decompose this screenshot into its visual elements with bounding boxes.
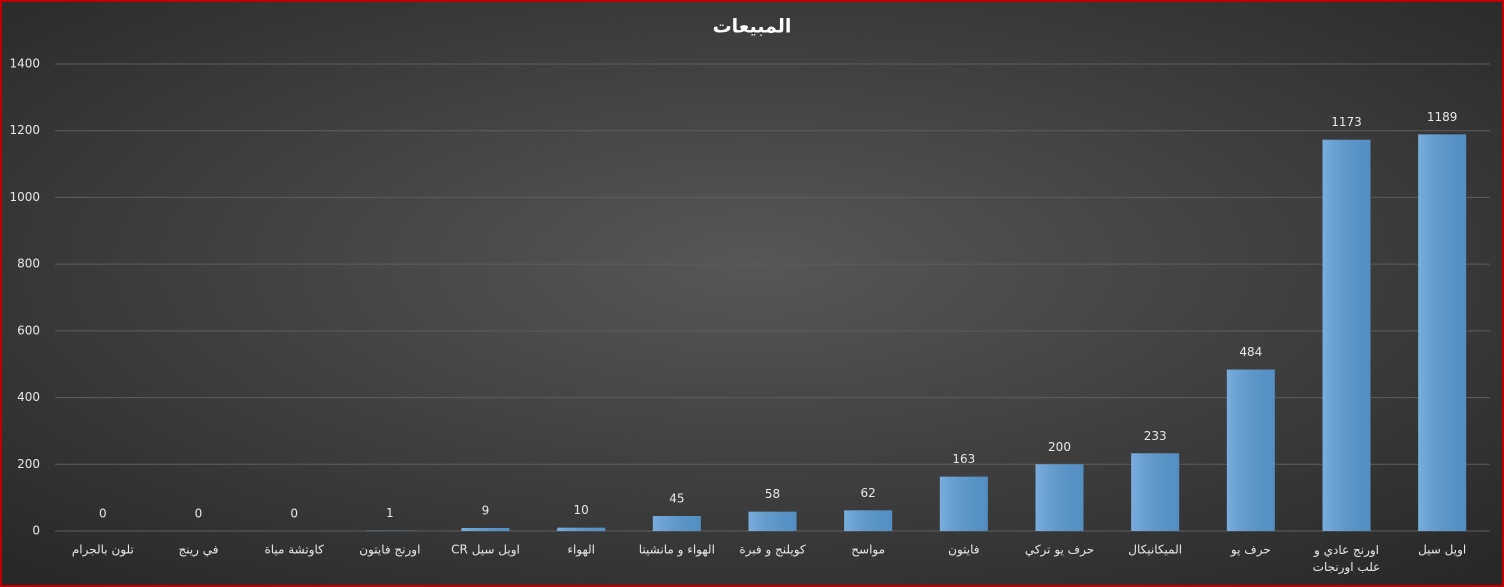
- data-label: 484: [1239, 345, 1262, 359]
- y-tick-label: 800: [17, 257, 40, 271]
- x-tick-label: كاوتشة مياة: [264, 543, 324, 558]
- x-tick-label: اويل سيل: [1418, 543, 1466, 558]
- data-label: 0: [99, 507, 107, 521]
- bar: [461, 527, 510, 531]
- data-label: 1: [386, 506, 394, 520]
- data-label: 163: [952, 452, 975, 466]
- data-label: 0: [195, 507, 203, 521]
- y-tick-label: 1200: [9, 123, 40, 137]
- data-label: 233: [1144, 429, 1167, 443]
- data-label: 0: [290, 507, 298, 521]
- x-tick-label: الهواء و مانشيتا: [639, 543, 715, 558]
- x-tick-label: تلون بالجرام: [72, 543, 134, 558]
- y-tick-label: 400: [17, 390, 40, 404]
- x-tick-label: حرف يو تركي: [1025, 543, 1094, 558]
- x-tick-label: اورنج عادي و علب اورنجات: [1313, 543, 1381, 575]
- bar: [1035, 464, 1084, 531]
- bar: [939, 476, 988, 531]
- data-label: 10: [574, 503, 589, 517]
- x-tick-label: كويلنج و فبرة: [739, 543, 806, 558]
- x-tick-label: مواسح: [851, 543, 885, 558]
- y-tick-label: 600: [17, 323, 40, 337]
- data-label: 200: [1048, 440, 1071, 454]
- data-label: 62: [861, 486, 876, 500]
- x-tick-label: الميكانيكال: [1128, 543, 1182, 557]
- bar: [1418, 134, 1467, 531]
- bar: [844, 510, 893, 531]
- y-tick-label: 0: [32, 524, 40, 538]
- bar: [1322, 139, 1371, 532]
- data-label: 9: [482, 503, 490, 517]
- y-tick-label: 1000: [9, 190, 40, 204]
- x-tick-label: حرف يو: [1230, 543, 1271, 558]
- bar: [1226, 369, 1275, 531]
- bar: [1131, 453, 1180, 531]
- x-tick-label: اويل سيل CR: [451, 543, 520, 558]
- x-tick-label: فايتون: [948, 543, 979, 558]
- bar: [557, 527, 606, 531]
- data-label: 58: [765, 487, 780, 501]
- x-tick-label: الهواء: [567, 543, 595, 558]
- data-label: 1189: [1427, 110, 1458, 124]
- x-tick-label: اورنج فايتون: [359, 543, 420, 558]
- chart-title: المبيعات: [713, 16, 792, 38]
- data-label: 1173: [1331, 115, 1362, 129]
- y-tick-label: 1400: [9, 57, 40, 71]
- data-label: 45: [669, 491, 684, 505]
- x-tick-label: في رينج: [178, 543, 218, 558]
- bar: [652, 515, 701, 531]
- bar: [748, 511, 797, 531]
- y-tick-label: 200: [17, 457, 40, 471]
